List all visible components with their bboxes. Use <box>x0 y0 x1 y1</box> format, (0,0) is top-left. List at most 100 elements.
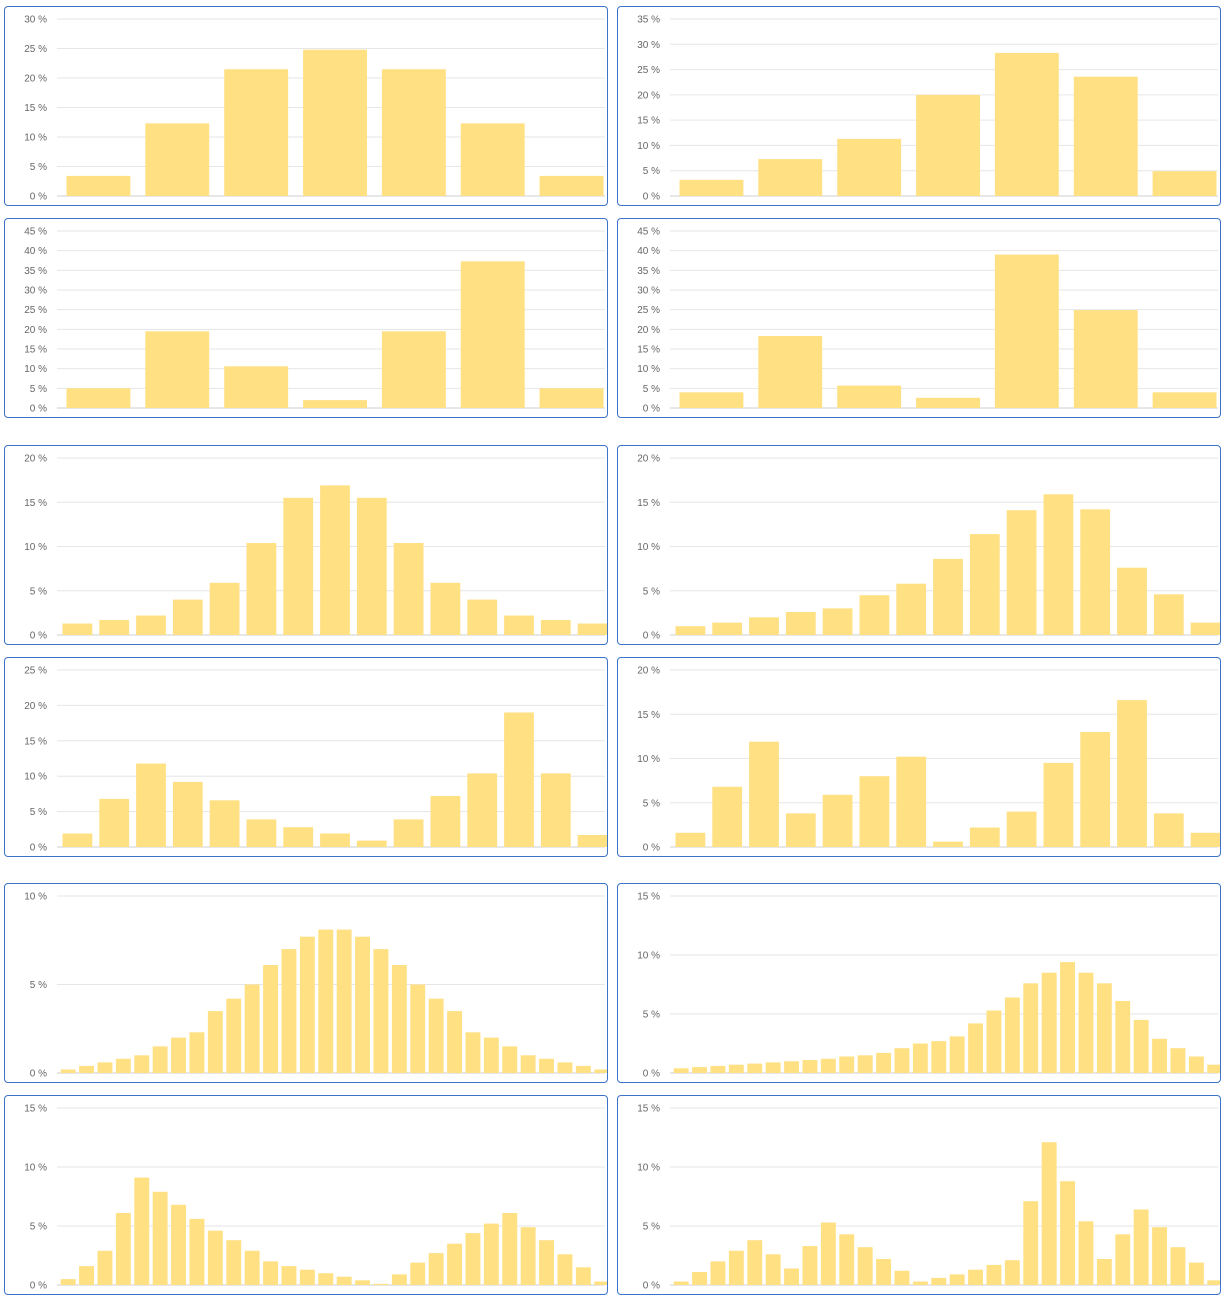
bar <box>859 595 890 635</box>
bar <box>447 1243 462 1285</box>
bar <box>520 1227 536 1285</box>
bar <box>575 1267 591 1285</box>
bar <box>136 763 166 847</box>
bar <box>99 620 130 635</box>
bar <box>557 1254 573 1285</box>
bar <box>1153 594 1184 635</box>
bar <box>115 1213 131 1285</box>
y-tick-label: 5 % <box>643 798 660 809</box>
bar <box>1006 811 1037 847</box>
bar <box>1043 762 1074 847</box>
bar <box>465 1233 481 1285</box>
y-tick-label: 25 % <box>24 666 47 677</box>
bar-chart: 0 % 5 % 10 % 15 % 20 % 25 % 30 % 35 % <box>637 15 1218 203</box>
bar <box>577 835 607 847</box>
bar <box>822 608 853 635</box>
bar-chart: 0 % 5 % 10 % 15 % 20 % <box>637 666 1220 854</box>
bar <box>60 1279 76 1285</box>
y-tick-label: 0 % <box>30 1069 47 1080</box>
bar <box>465 1032 481 1073</box>
bar <box>994 52 1059 197</box>
bar <box>758 336 823 408</box>
bar <box>1152 1227 1167 1285</box>
bar <box>969 534 1000 635</box>
bar <box>710 1065 726 1073</box>
bar <box>933 558 963 635</box>
y-tick-label: 0 % <box>643 843 660 854</box>
bar <box>896 583 927 635</box>
bar <box>692 1067 707 1073</box>
bar <box>226 1240 242 1285</box>
bar <box>447 1011 462 1073</box>
bar <box>747 1063 763 1073</box>
bar <box>483 1037 499 1073</box>
bar-chart-panel: 0 % 5 % 10 % 15 % 20 % 25 % 30 % 35 % <box>617 6 1221 206</box>
bar <box>785 612 816 635</box>
bar <box>931 1041 947 1073</box>
bar <box>1080 732 1111 847</box>
bar <box>758 159 823 196</box>
bar <box>765 1062 781 1073</box>
y-tick-label: 0 % <box>30 192 47 203</box>
y-tick-label: 5 % <box>643 1010 660 1021</box>
bar <box>857 1247 873 1285</box>
y-tick-label: 0 % <box>643 1069 660 1080</box>
y-tick-label: 5 % <box>30 807 47 818</box>
y-tick-label: 10 % <box>24 364 47 375</box>
bar <box>679 392 744 408</box>
y-tick-label: 15 % <box>24 1104 47 1115</box>
y-tick-label: 15 % <box>637 116 660 127</box>
bar <box>381 331 446 408</box>
y-tick-label: 0 % <box>30 404 47 415</box>
bar <box>540 773 571 847</box>
bar <box>373 949 389 1073</box>
bar <box>747 1240 763 1285</box>
bar <box>460 261 525 408</box>
bar <box>673 1068 689 1073</box>
bar <box>1115 1234 1131 1285</box>
bar <box>299 936 315 1073</box>
bar <box>207 1011 223 1073</box>
y-tick-label: 30 % <box>637 286 660 297</box>
y-tick-label: 5 % <box>30 384 47 395</box>
bar <box>968 1269 983 1285</box>
bar-chart-panel: 0 % 5 % 10 % 15 % <box>617 883 1221 1083</box>
y-tick-label: 20 % <box>637 666 660 677</box>
bar <box>839 1234 855 1285</box>
bar <box>1004 1260 1020 1285</box>
bar <box>281 949 297 1073</box>
bar <box>303 49 367 197</box>
y-tick-label: 40 % <box>24 246 47 257</box>
y-tick-label: 15 % <box>24 498 47 509</box>
bar <box>281 1266 297 1285</box>
bar <box>244 1250 260 1285</box>
bar <box>460 123 525 196</box>
bar <box>356 840 387 847</box>
y-tick-label: 0 % <box>30 843 47 854</box>
y-tick-label: 45 % <box>24 227 47 238</box>
y-tick-label: 10 % <box>24 133 47 144</box>
y-tick-label: 20 % <box>637 90 660 101</box>
y-tick-label: 15 % <box>637 498 660 509</box>
bar <box>1096 1259 1112 1285</box>
bar <box>393 819 424 847</box>
bar <box>189 1032 205 1073</box>
y-tick-label: 0 % <box>30 631 47 642</box>
y-tick-label: 35 % <box>24 266 47 277</box>
bar-chart: 0 % 5 % 10 % 15 % 20 % <box>24 454 607 642</box>
bar <box>837 385 902 408</box>
y-tick-label: 35 % <box>637 266 660 277</box>
bar <box>504 615 534 635</box>
bar-chart: 0 % 5 % 10 % 15 % <box>637 892 1220 1080</box>
bar <box>283 497 314 635</box>
y-tick-label: 15 % <box>24 103 47 114</box>
y-tick-label: 0 % <box>643 404 660 415</box>
bar <box>246 819 277 847</box>
y-tick-label: 10 % <box>637 1163 660 1174</box>
bar <box>594 1069 607 1073</box>
y-tick-label: 25 % <box>24 305 47 316</box>
bar <box>320 833 350 847</box>
bar <box>679 179 744 196</box>
bar <box>749 741 779 847</box>
bar <box>1023 1201 1039 1285</box>
